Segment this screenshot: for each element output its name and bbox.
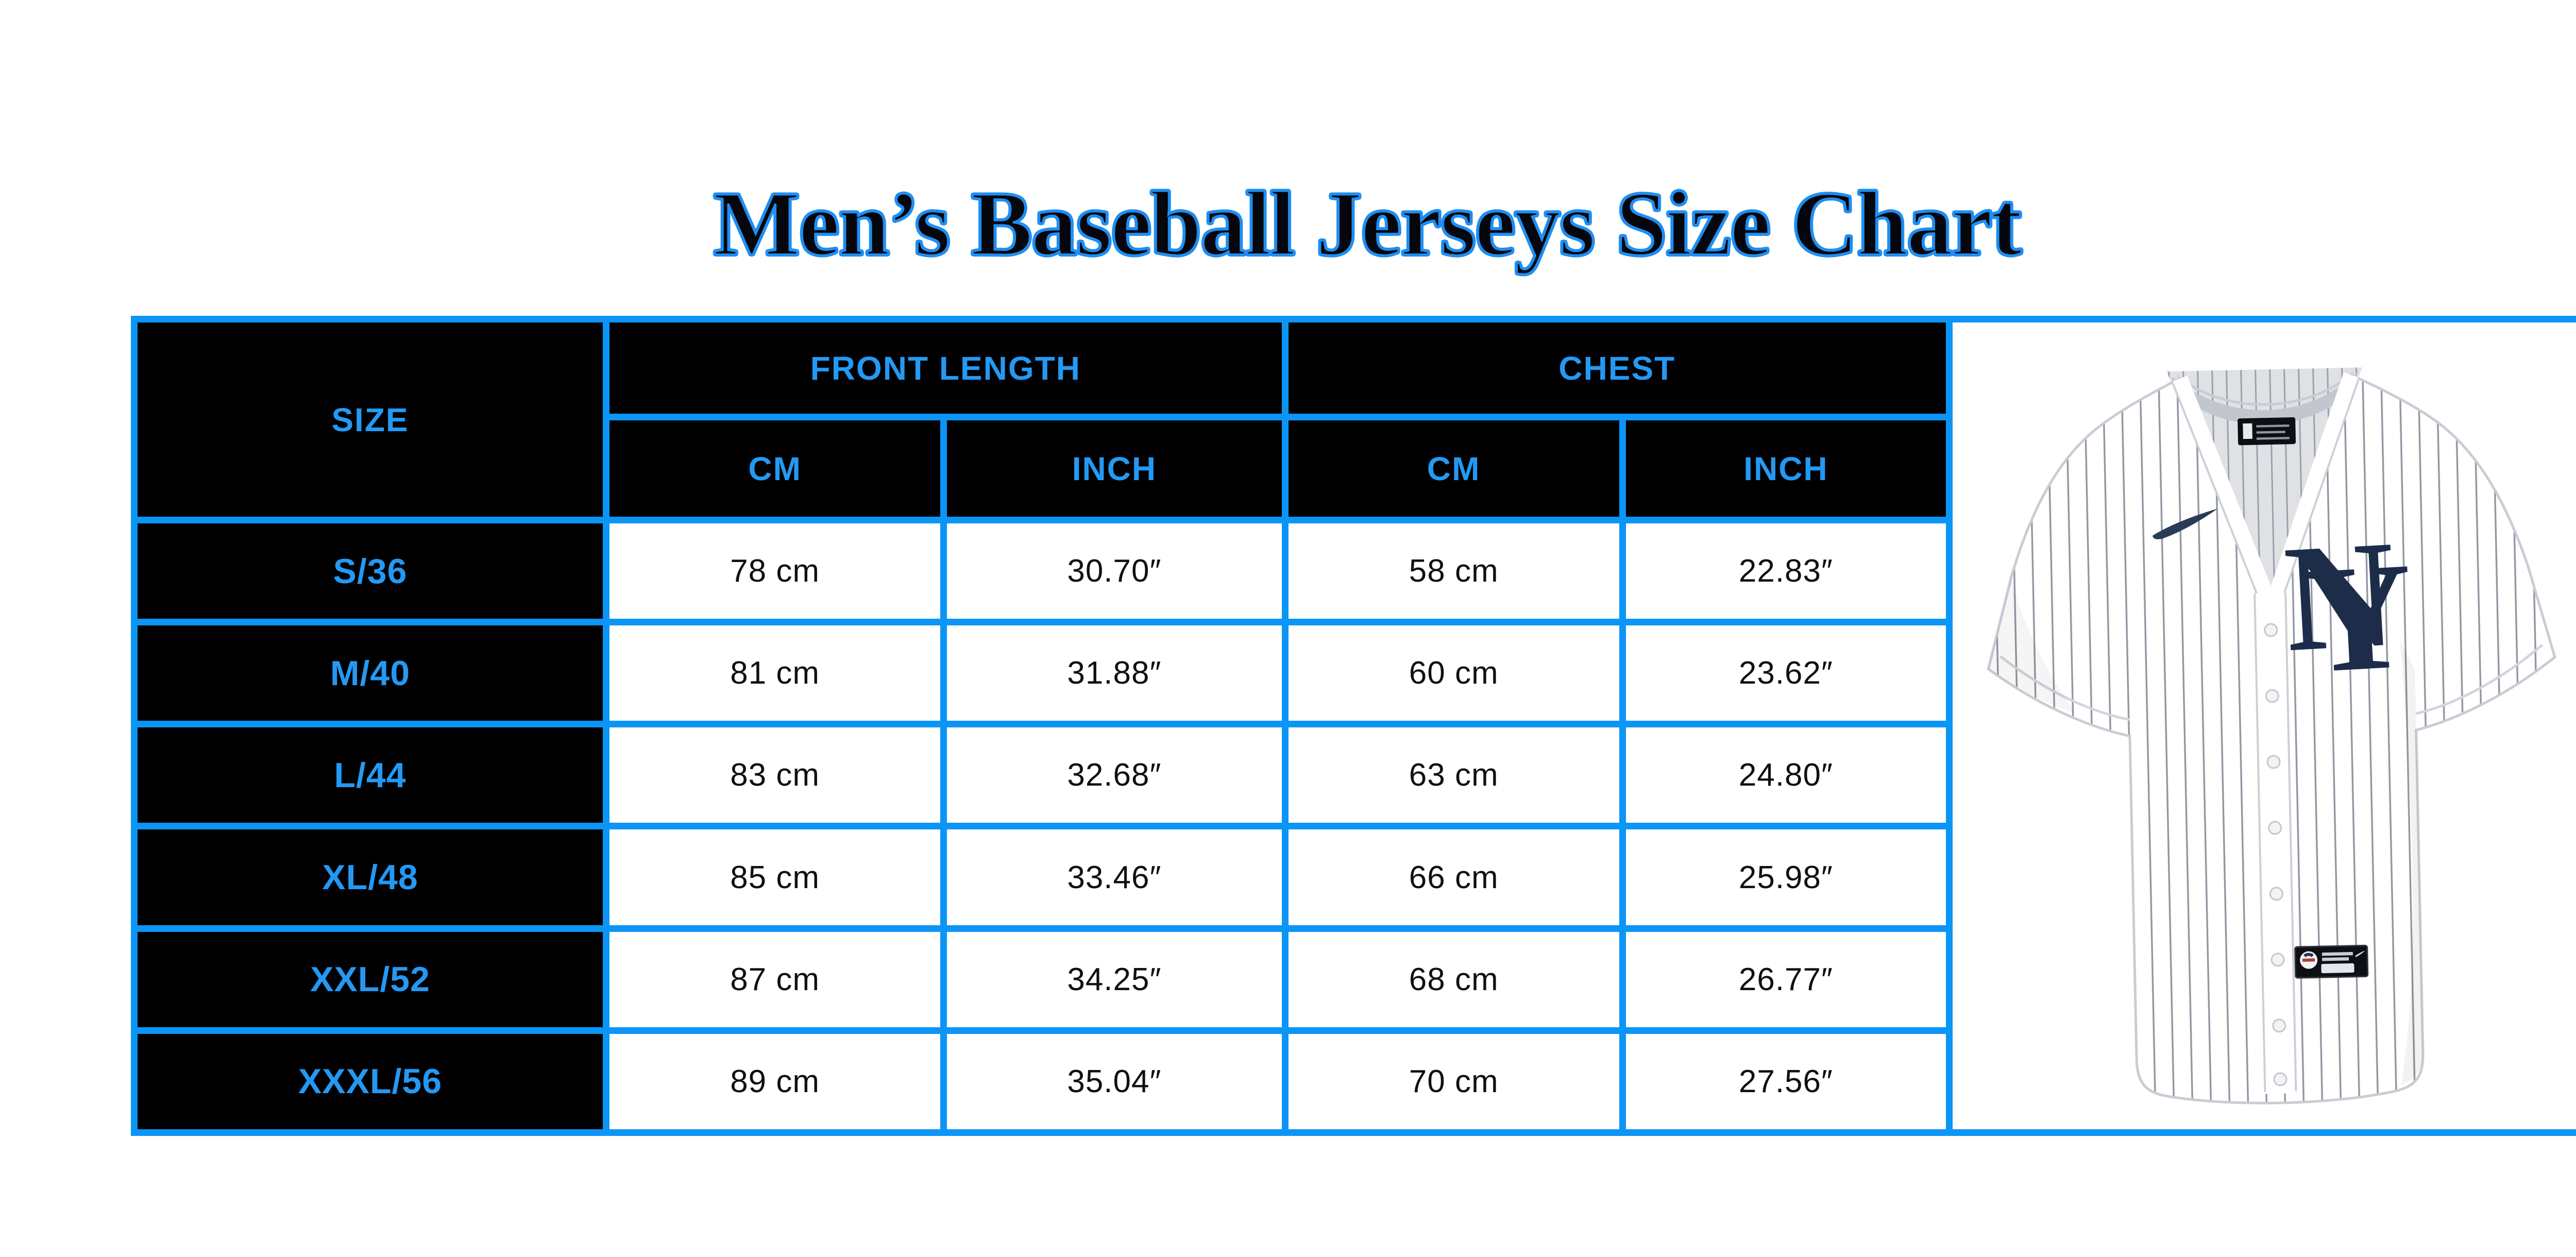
neck-tag — [2238, 417, 2296, 446]
row-label: XXXL/56 — [131, 1027, 609, 1136]
front-inch-cell: 32.68″ — [940, 721, 1289, 830]
front-inch-cell: 33.46″ — [940, 823, 1289, 932]
fabric-shadow — [2400, 639, 2424, 1085]
col-header-front-inch: INCH — [940, 414, 1289, 523]
row-label: XXL/52 — [131, 925, 609, 1034]
row-label: S/36 — [131, 516, 609, 626]
v-neck-right-band — [2268, 372, 2359, 600]
chest-cm-cell: 63 cm — [1281, 721, 1626, 830]
v-neck-left-band — [2173, 376, 2275, 600]
table-row: M/40 81 cm 31.88″ 60 cm 23.62″ — [131, 619, 1953, 728]
row-label: XL/48 — [131, 823, 609, 932]
fabric-shadow — [1988, 577, 2076, 714]
right-sleeve-hem — [2415, 644, 2544, 715]
col-header-front-length: FRONT LENGTH — [602, 316, 1289, 420]
jersey-illustration: N Y — [1987, 367, 2556, 1105]
back-collar-band — [2172, 372, 2358, 425]
chest-inch-cell: 23.62″ — [1619, 619, 1953, 728]
left-sleeve-hem — [1999, 655, 2130, 721]
chest-inch-cell: 25.98″ — [1619, 823, 1953, 932]
front-cm-cell: 89 cm — [602, 1027, 947, 1136]
table-row: XL/48 85 cm 33.46″ 66 cm 25.98″ — [131, 823, 1953, 932]
jersey-inner-back — [2166, 367, 2363, 604]
row-label: M/40 — [131, 619, 609, 728]
col-header-chest-inch: INCH — [1619, 414, 1953, 523]
v-neck-edge — [2172, 383, 2261, 602]
size-chart-table: SIZE FRONT LENGTH CHEST CM INCH CM INCH … — [131, 316, 1953, 1136]
chest-cm-cell: 68 cm — [1281, 925, 1626, 1034]
page-title: Men’s Baseball Jerseys Size Chart — [713, 172, 2023, 276]
table-row: L/44 83 cm 32.68″ 63 cm 24.80″ — [131, 721, 1953, 830]
front-inch-cell: 30.70″ — [940, 516, 1289, 626]
jersey-image-panel: N Y — [1946, 316, 2576, 1136]
nike-swoosh-icon — [2152, 508, 2218, 539]
chest-inch-cell: 24.80″ — [1619, 721, 1953, 830]
col-header-chest: CHEST — [1281, 316, 1953, 420]
front-inch-cell: 34.25″ — [940, 925, 1289, 1034]
chest-inch-cell: 26.77″ — [1619, 925, 1953, 1034]
chest-cm-cell: 58 cm — [1281, 516, 1626, 626]
table-row: S/36 78 cm 30.70″ 58 cm 22.83″ — [131, 516, 1953, 626]
front-inch-cell: 31.88″ — [940, 619, 1289, 728]
front-cm-cell: 78 cm — [602, 516, 947, 626]
nike-swoosh-icon — [2355, 950, 2365, 957]
col-header-size: SIZE — [131, 316, 609, 523]
front-cm-cell: 87 cm — [602, 925, 947, 1034]
col-header-chest-cm: CM — [1281, 414, 1626, 523]
v-neck-edge — [2280, 379, 2360, 602]
front-cm-cell: 83 cm — [602, 721, 947, 830]
table-row: XXXL/56 89 cm 35.04″ 70 cm 27.56″ — [131, 1027, 1953, 1136]
chest-cm-cell: 66 cm — [1281, 823, 1626, 932]
chest-inch-cell: 27.56″ — [1619, 1027, 1953, 1136]
col-header-front-cm: CM — [602, 414, 947, 523]
jock-tag — [2294, 944, 2369, 979]
ny-interlock-logo: N Y — [2280, 509, 2418, 706]
ny-logo-letter-n: N — [2280, 509, 2400, 684]
row-label: L/44 — [131, 721, 609, 830]
button-placket — [2253, 592, 2297, 1094]
chest-cm-cell: 70 cm — [1281, 1027, 1626, 1136]
chest-inch-cell: 22.83″ — [1619, 516, 1953, 626]
ny-logo-letter-y: Y — [2298, 531, 2418, 705]
table-row: XXL/52 87 cm 34.25″ 68 cm 26.77″ — [131, 925, 1953, 1034]
front-inch-cell: 35.04″ — [940, 1027, 1289, 1136]
chest-cm-cell: 60 cm — [1281, 619, 1626, 728]
front-cm-cell: 81 cm — [602, 619, 947, 728]
front-cm-cell: 85 cm — [602, 823, 947, 932]
